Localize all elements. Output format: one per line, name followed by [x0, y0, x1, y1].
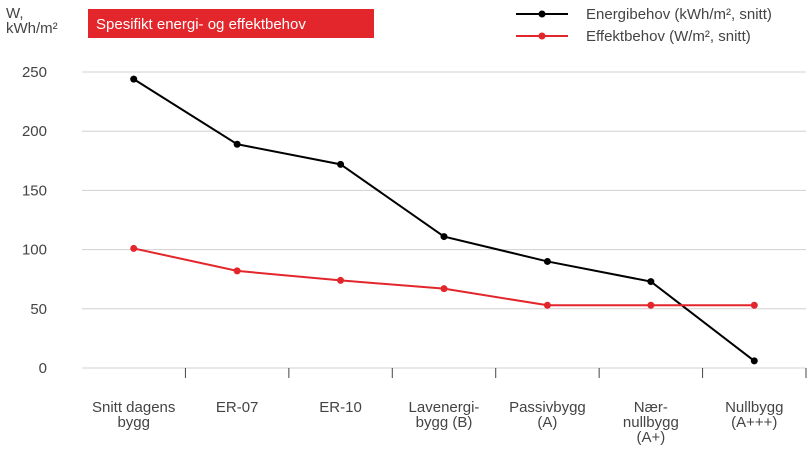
point — [337, 276, 345, 284]
chart-title: Spesifikt energi- og effektbehov — [96, 16, 306, 33]
point — [233, 140, 241, 148]
point — [543, 257, 551, 265]
point — [647, 278, 655, 286]
y-tick-label: 200 — [22, 123, 47, 140]
x-tick-label: ER-10 — [319, 399, 362, 416]
y-axis-label: W, kWh/m² — [6, 5, 58, 37]
x-tick-label: Passivbygg (A) — [509, 399, 586, 431]
x-tick-label: Nullbygg (A+++) — [725, 399, 783, 431]
x-tick-label: Lavenergi-bygg (B) — [409, 399, 480, 431]
y-tick-label: 250 — [22, 64, 47, 81]
legend-label: Effektbehov (W/m², snitt) — [586, 28, 751, 45]
point — [647, 301, 655, 309]
point — [233, 267, 241, 275]
legend-marker — [538, 32, 546, 40]
y-tick-label: 50 — [30, 301, 47, 318]
x-tick-label: Snitt dagens bygg — [92, 399, 175, 431]
x-tick-label: Nær-nullbygg (A+) — [623, 399, 679, 446]
point — [440, 233, 448, 241]
y-tick-label: 150 — [22, 182, 47, 199]
point — [337, 160, 345, 168]
point — [130, 75, 138, 83]
series-line — [133, 247, 755, 307]
point — [440, 285, 448, 293]
y-tick-label: 100 — [22, 242, 47, 259]
point — [543, 301, 551, 309]
point — [750, 357, 758, 365]
point — [750, 301, 758, 309]
series-line — [133, 78, 755, 362]
legend-marker — [538, 10, 546, 18]
y-tick-label: 0 — [39, 360, 47, 377]
title-box — [88, 9, 374, 38]
x-tick-label: ER-07 — [216, 399, 259, 416]
legend-label: Energibehov (kWh/m², snitt) — [586, 6, 772, 23]
point — [130, 244, 138, 252]
